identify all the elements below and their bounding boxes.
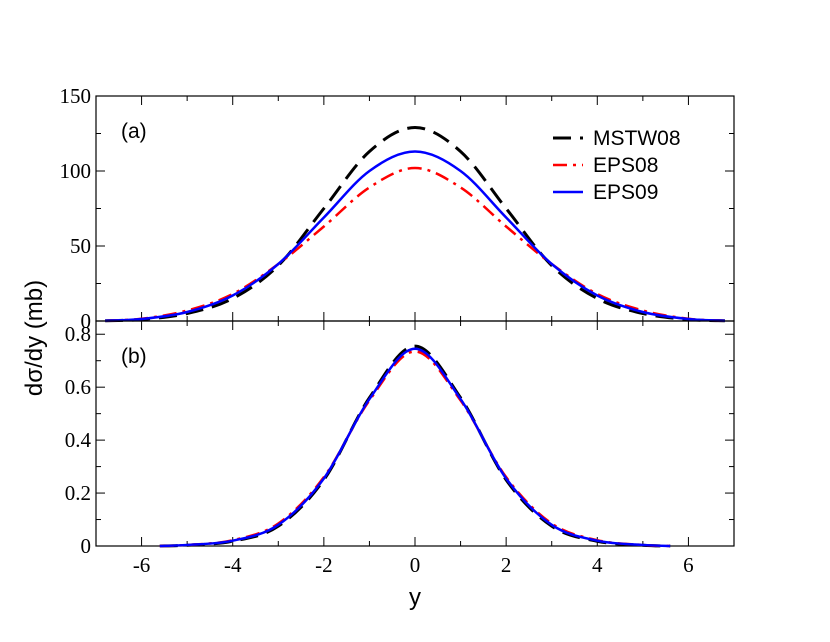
panel-a: 0 50 100 150 (a) [60,84,735,333]
series-line-eps08 [159,350,671,548]
x-tick-label: -6 [133,553,151,577]
x-axis-title: y [409,584,421,611]
y-tick-label: 0 [81,309,92,333]
legend: MSTW08 EPS08 EPS09 [553,127,681,204]
series-line-mstw08 [105,125,725,323]
x-tick-label: 0 [410,553,421,577]
y-axis-title: dσ/dy (mb) [21,280,48,396]
x-tick-label: 4 [592,553,603,577]
panel-b: 0 0.2 0.4 0.6 0.8 (b) [65,320,735,558]
series-line-eps08 [105,166,725,322]
y-tick-label: 0.4 [65,428,92,452]
legend-label-mstw08: MSTW08 [593,127,681,150]
x-tick-label: 2 [501,553,512,577]
series-line-eps09 [159,347,671,548]
x-tick-label: -4 [224,553,242,577]
series-line-eps09 [105,150,725,322]
legend-label-eps09: EPS09 [593,181,658,204]
y-tick-label: 50 [70,234,91,258]
y-tick-label: 0.2 [65,481,91,505]
panel-label: (b) [121,345,147,368]
y-tick-label: 0 [81,534,92,558]
series-line-mstw08 [159,344,671,548]
x-tick-label: -2 [315,553,333,577]
panel-frame [95,320,735,547]
x-tick-label: 6 [683,553,694,577]
y-tick-label: 0.8 [65,322,91,346]
y-tick-label: 150 [60,84,92,108]
y-tick-label: 0.6 [65,375,91,399]
panel-label: (a) [121,120,147,143]
x-axis-tick-labels: -6 -4 -2 0 2 4 6 [133,553,694,577]
legend-label-eps08: EPS08 [593,154,658,177]
y-tick-label: 100 [60,159,92,183]
